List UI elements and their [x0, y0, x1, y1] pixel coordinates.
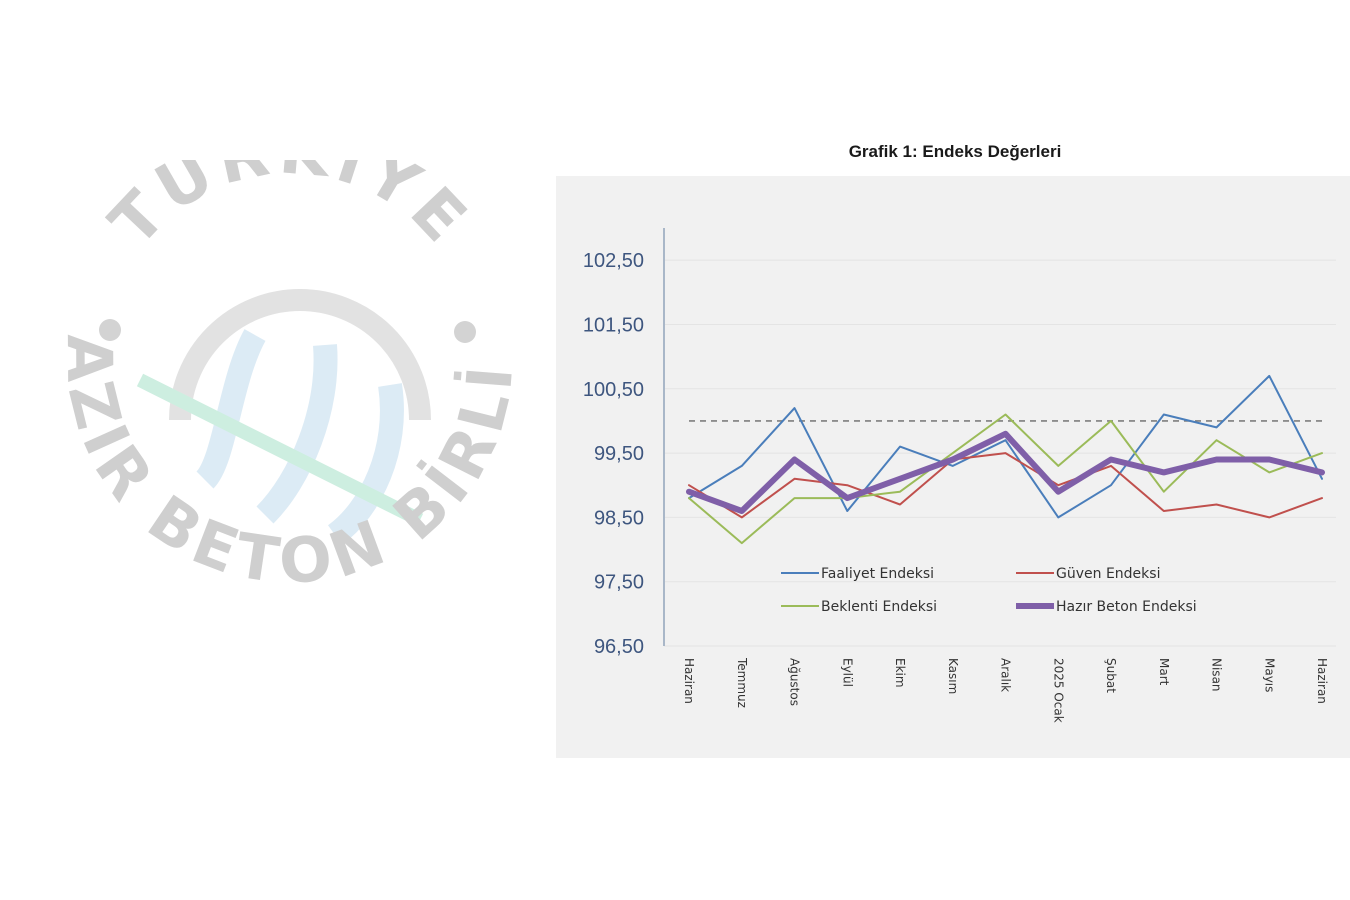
legend: Faaliyet Endeksi Güven Endeksi Beklenti En…: [781, 566, 1197, 615]
globe-meridian-2: [256, 344, 338, 524]
series-line-1: [688, 452, 1323, 519]
globe-meridian-1: [195, 329, 266, 489]
logo-accent-streak: [136, 373, 424, 527]
x-tick-labels: Haziran Temmuz Ağustos Eylül Ekim Kasım Aralık…: [682, 657, 1329, 723]
series-layer: [686, 374, 1325, 545]
legend-label: Hazır Beton Endeksi: [1056, 599, 1197, 615]
x-tick-label: Haziran: [682, 658, 696, 704]
series-line-2: [688, 413, 1323, 545]
x-tick-label: Haziran: [1315, 658, 1329, 704]
x-tick-label: Ekim: [893, 658, 907, 688]
x-tick-label: Temmuz: [735, 657, 749, 708]
y-tick-labels: 102,50 101,50 100,50 99,50 98,50 97,50 96,50: [583, 250, 644, 658]
line-chart: 102,50 101,50 100,50 99,50 98,50 97,50 96,50 H…: [583, 228, 1336, 723]
y-tick-label: 96,50: [594, 636, 644, 658]
y-tick-label: 102,50: [583, 250, 644, 272]
hazir-beton-birligi-logo: TÜRKİYE HAZIR BETON BİRLİĞİ: [30, 160, 521, 599]
globe-meridian-3: [327, 383, 404, 545]
x-tick-label: Ağustos: [788, 658, 802, 706]
legend-label: Beklenti Endeksi: [821, 599, 937, 615]
x-tick-label: Mart: [1157, 658, 1171, 686]
chart-title: Grafik 1: Endeks Değerleri: [848, 142, 1062, 161]
x-tick-label: Eylül: [840, 658, 854, 687]
x-tick-label: 2025 Ocak: [1051, 658, 1065, 723]
y-tick-label: 98,50: [594, 507, 644, 529]
svg-text:TÜRKİYE: TÜRKİYE: [96, 160, 483, 261]
chart-panel: 102,50 101,50 100,50 99,50 98,50 97,50 96,50 H…: [556, 176, 1350, 758]
globe-arc: [169, 289, 431, 421]
x-tick-label: Nisan: [1210, 658, 1224, 692]
legend-label: Faaliyet Endeksi: [821, 566, 934, 582]
logo-dot-right: [454, 321, 476, 343]
logo-dot-left: [99, 319, 121, 341]
x-tick-label: Şubat: [1104, 658, 1118, 693]
series-line-0: [688, 374, 1323, 519]
legend-label: Güven Endeksi: [1056, 566, 1160, 582]
x-tick-label: Aralık: [999, 658, 1013, 692]
y-tick-label: 100,50: [583, 379, 644, 401]
y-tick-label: 97,50: [594, 572, 644, 594]
x-tick-label: Mayıs: [1262, 658, 1276, 692]
x-tick-label: Kasım: [946, 658, 960, 694]
logo-text-top: TÜRKİYE: [96, 160, 477, 261]
series-line-3: [686, 430, 1325, 514]
y-tick-label: 101,50: [583, 314, 644, 336]
y-tick-label: 99,50: [594, 443, 644, 465]
